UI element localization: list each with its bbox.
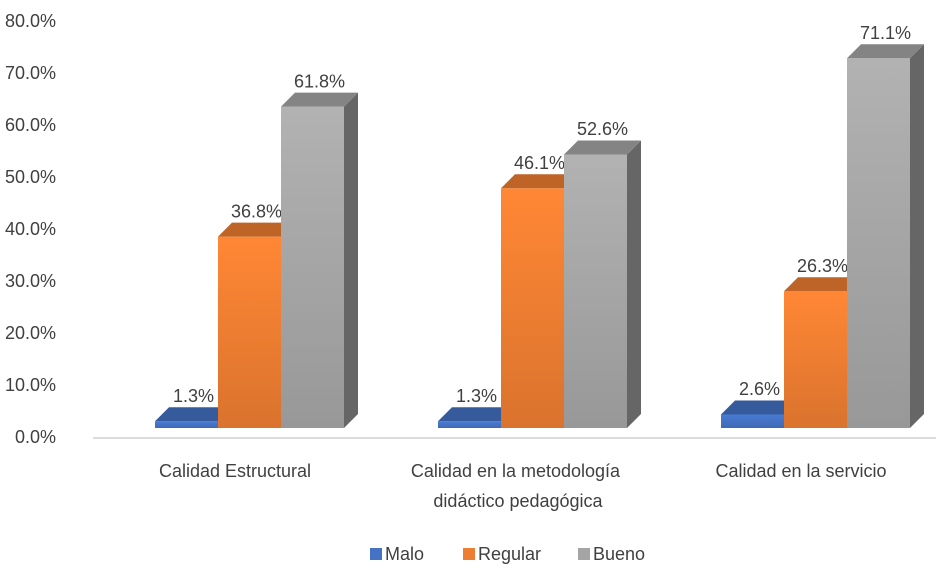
bar xyxy=(784,291,847,428)
y-tick-label: 20.0% xyxy=(5,323,56,343)
legend-label: Bueno xyxy=(593,544,645,564)
y-tick-label: 10.0% xyxy=(5,375,56,395)
bar-top xyxy=(155,407,232,422)
x-tick-label: Calidad en la servicio xyxy=(715,461,886,481)
legend-swatch xyxy=(578,548,590,560)
data-label: 26.3% xyxy=(797,256,848,276)
bar xyxy=(438,421,501,428)
legend-label: Regular xyxy=(478,544,541,564)
x-tick-label: Calidad Estructural xyxy=(159,461,311,481)
legend-label: Malo xyxy=(385,544,424,564)
data-label: 1.3% xyxy=(456,386,497,406)
legend-swatch xyxy=(370,548,382,560)
bar xyxy=(564,154,627,429)
y-tick-label: 70.0% xyxy=(5,63,56,83)
bar xyxy=(155,421,218,428)
data-label: 2.6% xyxy=(739,379,780,399)
y-tick-label: 60.0% xyxy=(5,115,56,135)
bar xyxy=(281,106,344,428)
bar-side xyxy=(627,140,641,429)
bar-top xyxy=(784,277,861,292)
bar xyxy=(501,188,564,428)
x-tick-label: Calidad en la metodología didáctico peda… xyxy=(411,461,625,511)
bar-side xyxy=(344,92,358,428)
legend-swatch xyxy=(463,548,475,560)
data-label: 71.1% xyxy=(860,23,911,43)
bar-side xyxy=(910,44,924,428)
bar-top xyxy=(438,407,515,422)
y-tick-label: 50.0% xyxy=(5,167,56,187)
bar-top xyxy=(281,92,358,107)
bar-top xyxy=(564,140,641,155)
bar xyxy=(218,236,281,428)
bar xyxy=(721,414,784,428)
data-label: 61.8% xyxy=(294,71,345,91)
bar-top xyxy=(218,222,295,237)
bar xyxy=(847,58,910,428)
data-label: 1.3% xyxy=(173,386,214,406)
y-tick-label: 40.0% xyxy=(5,219,56,239)
data-label: 46.1% xyxy=(514,153,565,173)
y-tick-label: 0.0% xyxy=(15,427,56,447)
y-tick-label: 30.0% xyxy=(5,271,56,291)
data-label: 52.6% xyxy=(577,119,628,139)
data-label: 36.8% xyxy=(231,201,282,221)
y-tick-label: 80.0% xyxy=(5,11,56,31)
bar-top xyxy=(721,400,798,415)
bar-top xyxy=(501,174,578,189)
bar-top xyxy=(847,44,924,59)
